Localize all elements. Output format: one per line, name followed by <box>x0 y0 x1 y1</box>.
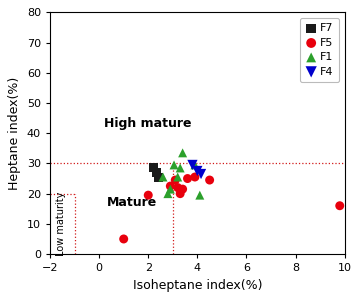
F1 <box>165 191 171 196</box>
F1 <box>177 166 183 170</box>
F5 <box>145 193 151 198</box>
F5 <box>180 187 185 191</box>
F5 <box>177 191 183 196</box>
Legend: F7, F5, F1, F4: F7, F5, F1, F4 <box>300 18 339 82</box>
X-axis label: Isoheptane index(%): Isoheptane index(%) <box>132 279 262 292</box>
Y-axis label: Heptane index(%): Heptane index(%) <box>8 76 21 190</box>
F5 <box>185 176 190 181</box>
F5 <box>121 237 127 242</box>
F4 <box>190 163 195 167</box>
Text: Mature: Mature <box>107 196 157 209</box>
F5 <box>192 175 198 179</box>
F1 <box>167 187 173 191</box>
F7 <box>155 175 161 179</box>
F4 <box>194 169 200 173</box>
F1 <box>160 175 166 179</box>
F7 <box>150 166 156 170</box>
F5 <box>167 184 173 188</box>
F5 <box>172 178 178 182</box>
F4 <box>198 172 204 176</box>
F1 <box>175 175 181 179</box>
F5 <box>337 203 343 208</box>
F5 <box>207 178 212 182</box>
Text: High mature: High mature <box>104 117 192 130</box>
F1 <box>180 151 185 155</box>
F1 <box>197 193 203 198</box>
F7 <box>154 170 160 175</box>
Text: Low maturity: Low maturity <box>56 192 66 256</box>
F1 <box>192 163 198 167</box>
F1 <box>171 163 177 167</box>
F5 <box>175 185 181 190</box>
